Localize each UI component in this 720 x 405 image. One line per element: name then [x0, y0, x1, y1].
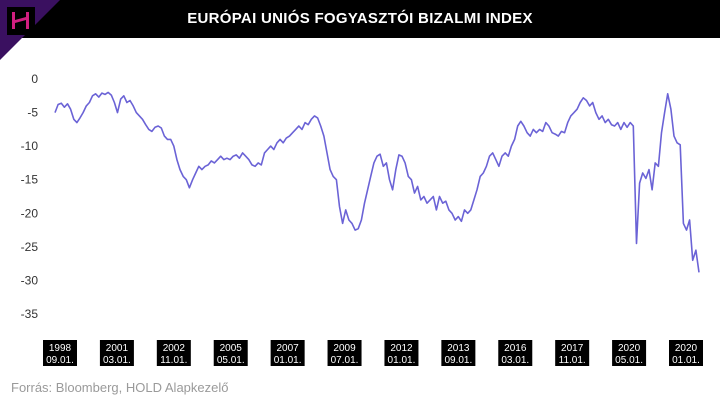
x-tick-text: 03.01.: [103, 355, 131, 366]
x-tick-text: 2017: [561, 343, 584, 354]
logo-stroke-left: [12, 12, 15, 29]
title-bar: [0, 0, 720, 38]
x-tick-text: 2005: [220, 343, 243, 354]
x-tick-box: [327, 340, 362, 366]
x-tick-text: 2002: [163, 343, 186, 354]
x-tick-box: [270, 340, 305, 366]
x-tick-text: 11.01.: [559, 355, 586, 366]
x-tick-text: 2013: [447, 343, 470, 354]
x-tick-text: 01.01.: [274, 355, 302, 366]
x-tick-box: [99, 340, 134, 366]
x-tick-text: 01.01.: [672, 355, 700, 366]
x-tick-text: 2020: [618, 343, 641, 354]
hold-logo-icon: [0, 0, 60, 60]
x-tick-box: [498, 340, 533, 366]
x-tick-text: 09.01.: [46, 355, 74, 366]
y-tick-label: 0: [31, 72, 38, 86]
logo-crossbar: [15, 17, 26, 23]
logo-stroke-right: [26, 12, 29, 29]
x-tick-box: [156, 340, 191, 366]
y-tick-label: -30: [21, 273, 39, 287]
y-tick-label: -15: [21, 173, 39, 187]
x-tick-box: [43, 340, 77, 366]
x-tick-text: 07.01.: [331, 355, 359, 366]
x-tick-text: 2009: [333, 343, 356, 354]
x-tick-text: 2012: [390, 343, 413, 354]
x-tick-text: 11.01.: [160, 355, 187, 366]
y-tick-label: -5: [27, 106, 38, 120]
y-tick-label: -25: [21, 240, 39, 254]
x-tick-text: 2020: [675, 343, 698, 354]
source-note: Forrás: Bloomberg, HOLD Alapkezelő: [11, 380, 229, 395]
x-tick-box: [441, 340, 476, 366]
y-tick-label: -10: [21, 139, 39, 153]
y-tick-label: -20: [21, 206, 39, 220]
x-tick-box: [384, 340, 419, 366]
chart-title: EURÓPAI UNIÓS FOGYASZTÓI BIZALMI INDEX: [187, 10, 533, 27]
y-tick-label: -35: [21, 307, 39, 321]
x-tick-box: [555, 340, 590, 366]
x-tick-box: [669, 340, 703, 366]
x-tick-text: 1998: [49, 343, 72, 354]
x-tick-text: 05.01.: [217, 355, 245, 366]
x-tick-text: 05.01.: [615, 355, 643, 366]
x-tick-text: 2001: [106, 343, 129, 354]
x-tick-text: 09.01.: [444, 355, 472, 366]
x-tick-text: 2007: [277, 343, 300, 354]
series-line: [54, 91, 700, 273]
x-axis: 199809.01.200103.01.200211.01.200505.01.…: [43, 340, 703, 366]
y-axis: 0 -5 -10 -15 -20 -25 -30 -35: [21, 72, 39, 321]
x-tick-text: 03.01.: [501, 355, 529, 366]
x-tick-box: [612, 340, 647, 366]
x-tick-box: [213, 340, 248, 366]
x-tick-text: 2016: [504, 343, 527, 354]
x-tick-text: 01.01.: [388, 355, 416, 366]
plot-area: [54, 91, 700, 273]
